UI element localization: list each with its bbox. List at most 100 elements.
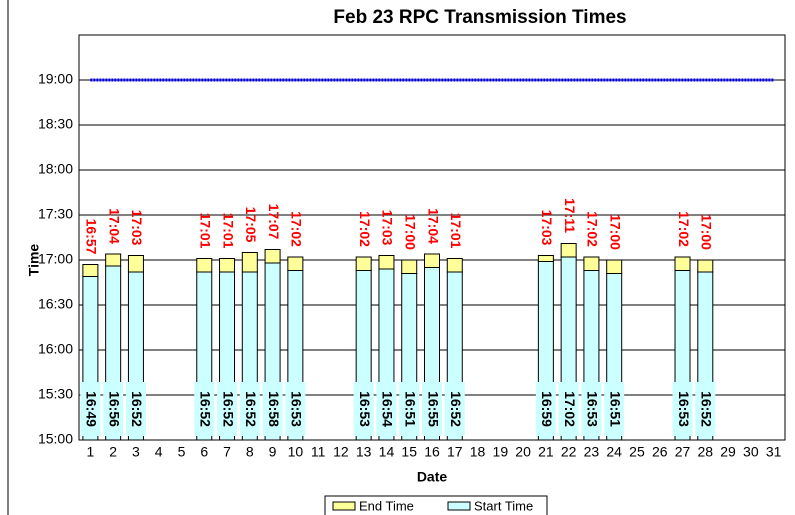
x-tick-label: 11 [311,444,326,460]
end-label: 17:11 [562,198,578,233]
start-label: 16:49 [84,391,100,427]
start-label-bg [103,382,124,436]
end-label: 17:05 [243,207,259,243]
end-bar [82,264,99,277]
end-label: 17:00 [699,214,715,250]
start-label: 16:51 [403,391,419,427]
start-label-bg [353,382,374,436]
x-tick-label: 21 [538,444,554,460]
start-label-bg [535,382,556,436]
y-tick-label: 16:30 [38,296,73,312]
legend-label: End Time [359,498,414,513]
end-label: 17:02 [357,211,373,247]
x-tick-label: 26 [652,444,668,460]
start-label-bg [194,382,215,436]
x-tick-label: 30 [743,444,759,460]
end-label: 17:04 [106,208,122,244]
end-bar [560,243,577,258]
start-label-bg [125,382,146,436]
start-label-bg [604,382,625,436]
start-label-bg [695,382,716,436]
end-bar [446,258,463,273]
start-label: 16:53 [676,391,692,427]
end-label: 17:02 [676,211,692,247]
end-bar [401,259,418,274]
start-label-bg [239,382,260,436]
end-bar [287,256,304,271]
x-axis-label: Date [417,469,448,485]
start-label-bg [285,382,306,436]
x-tick-label: 9 [269,444,277,460]
y-tick-label: 15:30 [38,386,73,402]
x-tick-label: 17 [447,444,463,460]
x-tick-label: 10 [288,444,304,460]
y-tick-label: 17:00 [38,251,73,267]
x-tick-label: 13 [356,444,372,460]
x-tick-label: 7 [223,444,231,460]
end-bar [264,249,281,264]
end-bar [424,253,440,268]
end-bar [219,258,236,273]
x-tick-label: 5 [178,444,186,460]
end-bar [378,255,395,270]
x-tick-label: 14 [379,444,395,460]
start-label: 16:52 [243,391,259,427]
start-label: 16:54 [380,391,396,427]
end-bar [583,256,600,271]
y-tick-label: 16:00 [38,341,73,357]
start-label: 16:53 [585,391,601,427]
start-label-bg [422,382,442,436]
y-tick-label: 17:30 [38,206,73,222]
x-tick-label: 3 [132,444,140,460]
end-bar [537,255,554,262]
x-tick-label: 24 [606,444,622,460]
x-tick-label: 4 [155,444,163,460]
end-bar [127,255,144,273]
start-label-bg [80,382,101,436]
end-label: 17:00 [403,214,419,250]
start-label: 16:52 [220,391,236,427]
y-tick-label: 15:00 [38,431,73,447]
end-bar [606,259,623,274]
x-tick-label: 22 [561,444,577,460]
x-tick-label: 8 [246,444,254,460]
start-label: 16:52 [699,391,715,427]
end-bar [196,258,213,273]
end-label: 17:01 [198,213,214,249]
x-tick-label: 12 [333,444,349,460]
start-label-bg [376,382,397,436]
x-tick-label: 19 [493,444,509,460]
end-label: 17:07 [266,204,282,240]
x-tick-label: 18 [470,444,486,460]
y-tick-label: 18:00 [38,161,73,177]
start-label-bg [672,382,693,436]
x-tick-label: 2 [109,444,117,460]
y-tick-label: 19:00 [38,71,73,87]
end-label: 17:03 [129,210,145,246]
end-bar [355,256,372,271]
start-label: 16:58 [266,391,282,427]
x-tick-label: 27 [675,444,691,460]
legend-swatch [332,501,356,511]
end-label: 17:00 [607,214,623,250]
end-label: 17:02 [585,211,601,247]
end-bar [697,259,714,273]
x-tick-label: 28 [698,444,714,460]
end-bar [105,253,122,267]
legend-box [324,495,548,515]
end-bar [674,256,691,271]
start-label: 16:53 [357,391,373,427]
y-tick-label: 18:30 [38,116,73,132]
start-label: 16:56 [106,391,122,427]
end-label: 17:03 [539,210,555,246]
start-label-bg [581,382,602,436]
x-tick-label: 20 [515,444,531,460]
x-tick-label: 16 [424,444,440,460]
end-label: 16:57 [84,219,100,255]
start-label-bg [262,382,283,436]
start-label: 16:53 [289,391,305,427]
start-label: 16:51 [607,391,623,427]
end-bar [241,252,258,273]
x-tick-label: 31 [766,444,782,460]
